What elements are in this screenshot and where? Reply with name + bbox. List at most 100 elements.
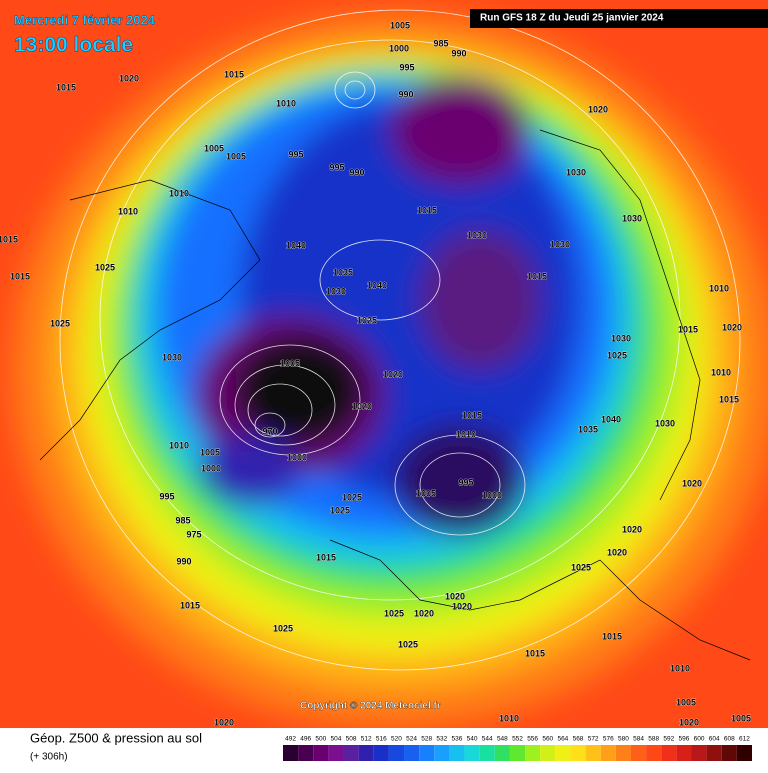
- isobar-label: 1015: [417, 205, 437, 215]
- isobar-label: 1015: [462, 410, 482, 420]
- colorbar-label: 512: [361, 736, 372, 743]
- isobar-label: 1040: [286, 240, 306, 250]
- colorbar-label: 500: [315, 736, 326, 743]
- colorbar-swatch: [525, 745, 541, 761]
- isobar-label: 995: [288, 149, 303, 159]
- colorbar-swatch: [646, 745, 662, 761]
- colorbar-label: 552: [512, 736, 523, 743]
- isobar-label: 995: [329, 162, 344, 172]
- colorbar-swatch: [585, 745, 601, 761]
- isobar-label: 995: [458, 477, 473, 487]
- isobar-label: 1015: [316, 552, 336, 562]
- isobar-label: 1035: [333, 267, 353, 277]
- isobar-label: 1015: [56, 82, 76, 92]
- height-field: [0, 0, 768, 730]
- colorbar-label: 564: [557, 736, 568, 743]
- isobar-label: 1040: [367, 280, 387, 290]
- isobar-label: 1000: [389, 43, 409, 53]
- isobar-label: 1020: [414, 608, 434, 618]
- colorbar-label: 536: [452, 736, 463, 743]
- isobar-label: 1015: [10, 271, 30, 281]
- colorbar-swatch: [419, 745, 435, 761]
- colorbar-swatch: [373, 745, 389, 761]
- isobar-label: 1010: [711, 367, 731, 377]
- colorbar-swatch: [555, 745, 571, 761]
- colorbar-label: 544: [482, 736, 493, 743]
- colorbar-label: 548: [497, 736, 508, 743]
- isobar-label: 995: [159, 491, 174, 501]
- colorbar-swatch: [404, 745, 420, 761]
- isobar-label: 1000: [482, 490, 502, 500]
- isobar-label: 1015: [602, 631, 622, 641]
- colorbar-swatch: [388, 745, 405, 761]
- isobar-label: 1030: [162, 352, 182, 362]
- isobar-label: 990: [398, 89, 413, 99]
- colorbar-swatch: [661, 745, 677, 761]
- colorbar-label: 560: [542, 736, 553, 743]
- isobar-label: 990: [176, 556, 191, 566]
- isobar-label: 1005: [204, 143, 224, 153]
- isobar-label: 990: [451, 48, 466, 58]
- colorbar-swatch: [721, 745, 737, 761]
- colorbar-swatch: [449, 745, 465, 761]
- colorbar-label: 556: [527, 736, 538, 743]
- isobar-label: 1030: [550, 239, 570, 249]
- colorbar-label: 592: [663, 736, 674, 743]
- isobar-label: 1010: [670, 663, 690, 673]
- isobar-label: 1010: [118, 206, 138, 216]
- isobar-label: 1020: [352, 401, 372, 411]
- isobar-label: 1005: [676, 697, 696, 707]
- isobar-label: 1015: [719, 394, 739, 404]
- colorbar-label: 532: [436, 736, 447, 743]
- colorbar-swatch: [630, 745, 647, 761]
- isobar-label: 1030: [611, 333, 631, 343]
- colorbar-label: 508: [346, 736, 357, 743]
- colorbar: 492 496 500 504 508 512 516 520 524 528 532 536 540 5…: [283, 736, 752, 761]
- isobar-label: 1020: [679, 717, 699, 727]
- colorbar-label: 572: [588, 736, 599, 743]
- isobar-label: 1020: [214, 717, 234, 727]
- colorbar-swatch: [736, 745, 752, 761]
- isobar-label: 1025: [357, 315, 377, 325]
- colorbar-label: 524: [406, 736, 417, 743]
- colorbar-swatch: [615, 745, 631, 761]
- colorbar-label: 588: [648, 736, 659, 743]
- copyright: Copyright © 2024 Meteociel.fr: [300, 701, 441, 712]
- isobar-label: 1025: [607, 350, 627, 360]
- isobar-label: 1005: [200, 447, 220, 457]
- time: 13:00 locale: [14, 34, 133, 57]
- colorbar-label: 540: [467, 736, 478, 743]
- colorbar-swatch: [706, 745, 722, 761]
- colorbar-label: 576: [603, 736, 614, 743]
- isobar-label: 1010: [169, 440, 189, 450]
- colorbar-label: 516: [376, 736, 387, 743]
- isobar-label: 1020: [452, 601, 472, 611]
- isobar-label: 1005: [390, 20, 410, 30]
- colorbar-swatch: [509, 745, 526, 761]
- isobar-label: 1010: [169, 188, 189, 198]
- isobar-label: 1020: [682, 478, 702, 488]
- isobar-label: 995: [399, 62, 414, 72]
- isobar-label: 1015: [180, 600, 200, 610]
- colorbar-label: 496: [300, 736, 311, 743]
- legend-subtitle: (+ 306h): [30, 752, 68, 763]
- colorbar-label: 604: [709, 736, 720, 743]
- isobar-label: 1025: [273, 623, 293, 633]
- colorbar-swatch: [358, 745, 374, 761]
- isobar-label: 1025: [571, 562, 591, 572]
- isobar-label: 1020: [722, 322, 742, 332]
- isobar-label: 1005: [280, 358, 300, 368]
- isobar-label: 1020: [383, 369, 403, 379]
- colorbar-swatch: [600, 745, 616, 761]
- isobar-label: 1030: [622, 213, 642, 223]
- colorbar-swatch: [540, 745, 556, 761]
- isobar-label: 990: [349, 167, 364, 177]
- isobar-label: 1035: [578, 424, 598, 434]
- isobar-label: 1020: [607, 547, 627, 557]
- isobar-label: 1025: [95, 262, 115, 272]
- isobar-label: 1030: [326, 286, 346, 296]
- isobar-label: 1025: [342, 492, 362, 502]
- isobar-label: 1010: [709, 283, 729, 293]
